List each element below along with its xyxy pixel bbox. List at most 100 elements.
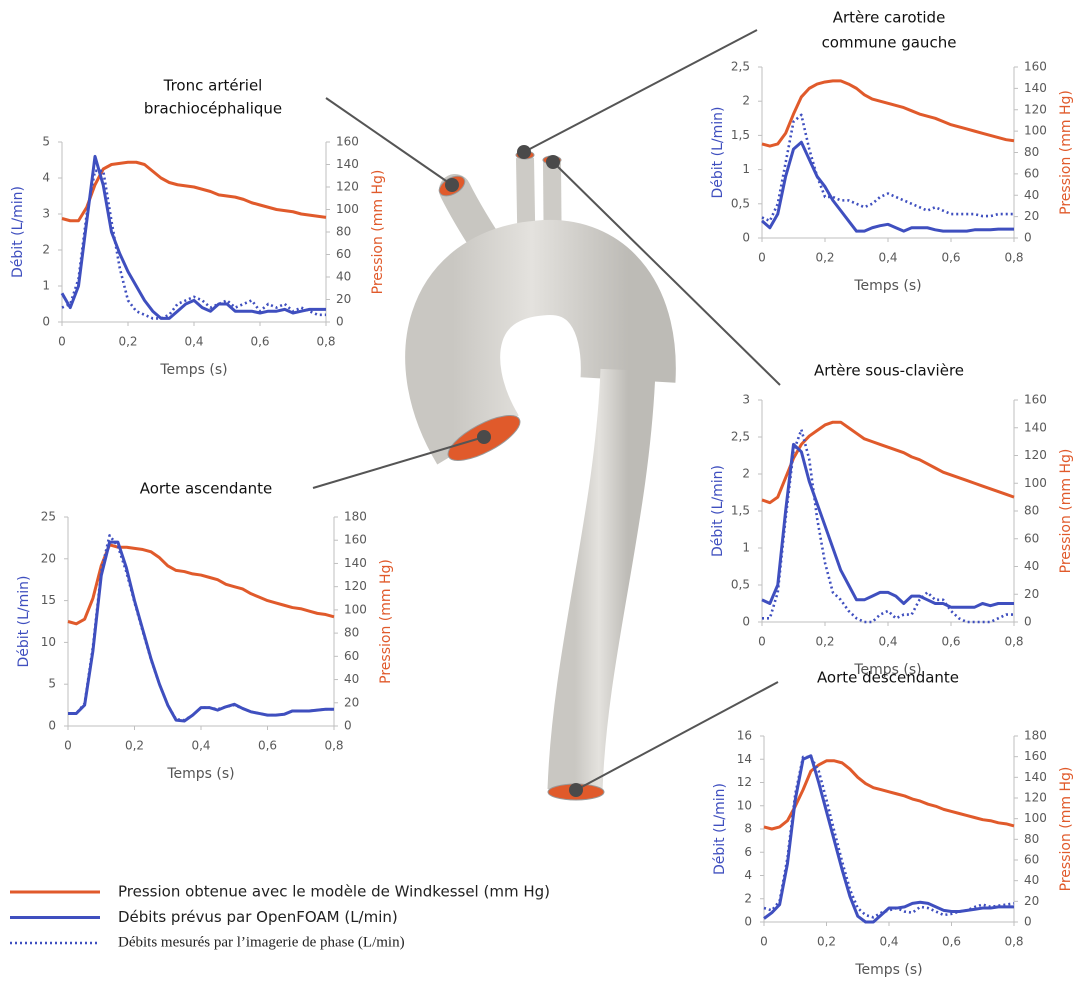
x-tick-label: 0,6 [250,335,269,349]
x-tick-label: 0,4 [191,739,210,753]
y2-tick-label: 0 [336,315,344,329]
y2-tick-label: 120 [1024,102,1047,116]
y-tick-label: 5 [42,135,50,149]
y-axis-label: Débit (L/min) [712,783,728,875]
y-tick-label: 2,5 [731,60,750,74]
pressure-line [761,420,1015,505]
y-tick-label: 2,5 [731,430,750,444]
flow-line [761,140,1014,233]
descending-aorta [547,368,656,791]
connector [325,97,453,186]
y-tick-label: 6 [744,845,752,859]
y2-axis-label: Pression (mm Hg) [370,170,386,295]
y2-tick-label: 20 [1024,894,1039,908]
y2-tick-label: 180 [344,510,367,524]
y2-tick-label: 160 [1024,749,1047,763]
x-tick-label: 0 [760,935,768,949]
x-tick-label: 0,4 [879,935,898,949]
y2-axis-label: Pression (mm Hg) [1058,449,1074,574]
pressure-line [67,543,335,626]
x-tick-label: 0,6 [258,739,277,753]
y2-tick-label: 80 [1024,145,1039,159]
x-tick-label: 0,2 [815,251,834,265]
y2-tick-label: 120 [1024,791,1047,805]
y2-axis-label: Pression (mm Hg) [1058,90,1074,215]
x-tick-label: 0,6 [942,935,961,949]
dot [477,430,491,444]
y-tick-label: 8 [744,822,752,836]
y2-tick-label: 80 [1024,832,1039,846]
legend-label: Débits prévus par OpenFOAM (L/min) [118,908,398,926]
y2-tick-label: 140 [336,157,359,171]
y-tick-label: 25 [41,510,56,524]
chart-title: Artère carotide [833,9,946,27]
y2-tick-label: 40 [336,270,351,284]
x-tick-label: 0,8 [1004,935,1023,949]
connector [575,681,779,791]
y2-tick-label: 140 [1024,420,1047,434]
measured-line [763,755,1015,919]
connector [552,161,781,386]
y2-tick-label: 80 [1024,504,1039,518]
chart-title: Artère sous-clavière [814,362,964,380]
chart-title: Aorte descendante [817,669,959,687]
y2-tick-label: 100 [1024,124,1047,138]
y-tick-label: 1,5 [731,128,750,142]
y2-tick-label: 20 [336,292,351,306]
y2-tick-label: 160 [1024,393,1047,407]
y2-tick-label: 100 [336,202,359,216]
y2-tick-label: 80 [344,626,359,640]
x-tick-label: 0,2 [118,335,137,349]
dot [569,783,583,797]
y-tick-label: 1 [742,541,750,555]
y-tick-label: 0,5 [731,578,750,592]
measured-line [61,169,326,320]
y2-tick-label: 60 [1024,853,1039,867]
y2-tick-label: 160 [336,135,359,149]
y2-tick-label: 0 [1024,915,1032,929]
x-tick-label: 0,2 [817,935,836,949]
y2-tick-label: 140 [1024,81,1047,95]
y2-tick-label: 40 [1024,188,1039,202]
x-axis-label: Temps (s) [853,662,921,678]
y2-tick-label: 20 [344,695,359,709]
y2-tick-label: 100 [1024,811,1047,825]
y-tick-label: 15 [41,593,56,607]
chart-title: commune gauche [822,34,957,52]
x-tick-label: 0,2 [125,739,144,753]
y-tick-label: 0 [742,231,750,245]
dot [445,178,459,192]
flow-line [60,154,326,320]
y-tick-label: 16 [737,729,752,743]
x-axis-label: Temps (s) [159,362,227,378]
x-tick-label: 0,4 [878,251,897,265]
y-tick-label: 2 [744,891,752,905]
dot [546,155,560,169]
measured-line [762,428,1014,624]
aorta-illustration [405,150,676,801]
x-tick-label: 0 [58,335,66,349]
y-tick-label: 2 [742,94,750,108]
y2-tick-label: 60 [336,247,351,261]
x-tick-label: 0 [758,635,766,649]
y-tick-label: 4 [42,171,50,185]
y-tick-label: 20 [41,551,56,565]
y2-tick-label: 160 [1024,60,1047,74]
y-tick-label: 2 [42,243,50,257]
x-tick-label: 0 [758,251,766,265]
connectors [312,29,781,791]
x-axis-label: Temps (s) [854,962,922,978]
y2-tick-label: 40 [1024,559,1039,573]
dot [517,145,531,159]
legend-label: Débits mesurés par l’imagerie de phase (… [118,934,405,950]
chart-title: Aorte ascendante [140,480,273,498]
y2-tick-label: 100 [344,602,367,616]
y2-tick-label: 0 [1024,615,1032,629]
y-tick-label: 14 [737,752,752,766]
flow-line [68,540,334,723]
y-tick-label: 1 [742,162,750,176]
y2-tick-label: 120 [1024,448,1047,462]
y2-tick-label: 180 [1024,729,1047,743]
y-tick-label: 10 [41,635,56,649]
connector [312,436,485,489]
